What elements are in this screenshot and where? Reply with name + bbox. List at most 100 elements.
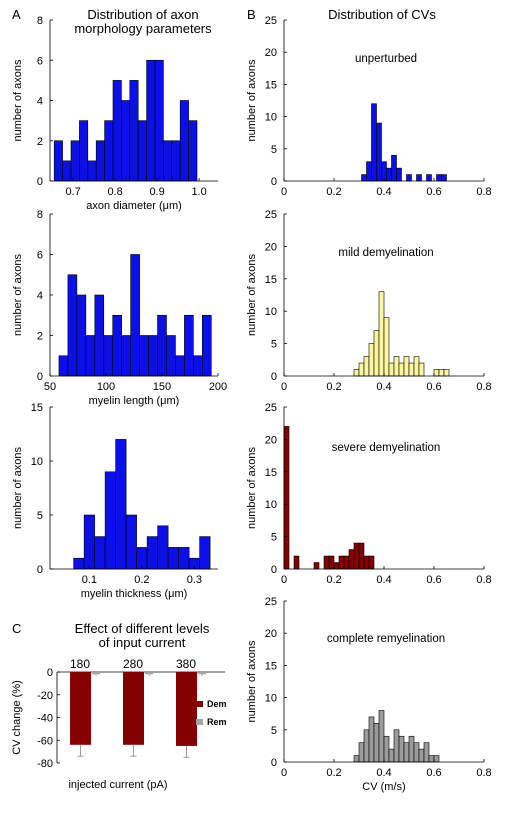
y-axis-label: number of axons — [12, 447, 24, 529]
bar — [427, 175, 432, 181]
y-tick-label: 25 — [265, 402, 277, 414]
y-tick-label: 0 — [37, 371, 43, 383]
bar — [163, 141, 171, 181]
legend-swatch-dem — [196, 701, 203, 707]
bar — [314, 563, 319, 569]
x-tick-label: 200 — [209, 381, 227, 393]
bar — [77, 295, 86, 376]
y-tick-label: 0 — [47, 667, 53, 679]
y-axis-label: number of axons — [246, 640, 258, 722]
bar — [88, 161, 96, 181]
panel-label-b: B — [247, 7, 256, 22]
bar — [404, 743, 409, 762]
x-tick-label: 0.8 — [107, 186, 122, 198]
bar — [131, 255, 140, 377]
bar — [392, 155, 397, 181]
x-tick-label: 0.6 — [426, 767, 441, 779]
bar — [424, 743, 429, 762]
bar — [359, 543, 364, 569]
bar — [294, 556, 299, 569]
y-tick-label: 6 — [37, 55, 43, 67]
y-tick-label: 20 — [265, 47, 277, 59]
legend-swatch-rem — [196, 719, 203, 725]
bar — [372, 104, 377, 181]
bar — [439, 370, 444, 376]
title-c-line2: of input current — [99, 635, 186, 650]
bar — [384, 736, 389, 762]
y-tick-label: 0 — [271, 757, 277, 769]
bar — [193, 356, 202, 376]
bar — [189, 121, 197, 181]
bar — [409, 363, 414, 376]
bar — [200, 537, 211, 569]
x-tick-label: 1.0 — [191, 186, 206, 198]
bar — [414, 743, 419, 762]
x-tick-label: 0.6 — [426, 574, 441, 586]
y-tick-label: 25 — [265, 596, 277, 608]
bar — [367, 162, 372, 181]
x-tick-label: 0.6 — [426, 381, 441, 393]
x-tick-label: 0.1 — [82, 574, 97, 586]
y-tick-label: 20 — [265, 241, 277, 253]
y-tick-label: 6 — [37, 250, 43, 262]
bar — [389, 749, 394, 762]
chart-cv-change: 180 280 380 0 -20 -40 -60 -80 Dem Rem CV change (%… — [11, 657, 227, 791]
bar — [397, 168, 402, 181]
bar — [434, 370, 439, 376]
bar — [437, 175, 442, 181]
bar — [84, 515, 95, 569]
x-tick-label: 0.7 — [65, 186, 80, 198]
bar — [417, 175, 422, 181]
chart-axon-diameter: 0 2 4 6 8 0.7 0.8 0.9 1.0 number of axons axon dia… — [12, 15, 218, 212]
x-tick-label: 0.2 — [326, 186, 341, 198]
bar — [434, 756, 439, 762]
bar — [374, 331, 379, 376]
y-tick-label: 5 — [271, 144, 277, 156]
category-label: 180 — [70, 657, 90, 671]
bar — [329, 556, 334, 569]
bar — [113, 315, 122, 376]
bar — [354, 543, 359, 569]
bar — [168, 547, 179, 569]
chart-myelin-length: 0 2 4 6 8 50 100 150 200 number of axons myelin le… — [12, 209, 227, 407]
bar — [389, 363, 394, 376]
legend-label-rem: Rem — [207, 717, 227, 727]
y-tick-label: 0 — [37, 564, 43, 576]
bar-rem — [92, 672, 100, 674]
bar — [184, 315, 193, 376]
y-tick-label: 0 — [37, 176, 43, 188]
y-tick-label: 5 — [271, 532, 277, 544]
bar — [359, 363, 364, 376]
bar-dem — [123, 672, 144, 745]
chart-cv-mild: 0 5 10 15 20 25 0 0.2 0.4 0.6 0.8 number of axons mi… — [246, 209, 492, 393]
y-tick-label: 4 — [37, 290, 43, 302]
bar — [116, 439, 127, 569]
bar — [202, 315, 211, 376]
x-tick-label: 0.2 — [326, 767, 341, 779]
bar — [166, 336, 175, 377]
y-tick-label: 0 — [271, 176, 277, 188]
title-a-line2: morphology parameters — [74, 21, 212, 36]
category-label: 380 — [176, 657, 196, 671]
bar — [394, 730, 399, 762]
bar — [349, 550, 354, 569]
bar — [429, 756, 434, 762]
y-tick-label: 10 — [265, 112, 277, 124]
bar — [86, 336, 95, 377]
bar — [113, 80, 121, 181]
y-tick-label: 15 — [265, 79, 277, 91]
category-label: 280 — [123, 657, 143, 671]
bar-dem — [176, 672, 197, 746]
bar — [104, 336, 113, 377]
y-axis-label: number of axons — [246, 447, 258, 529]
y-axis-label: number of axons — [246, 254, 258, 336]
bar — [71, 141, 79, 181]
y-axis-label: CV change (%) — [11, 680, 23, 755]
bar — [96, 141, 104, 181]
y-axis-label: number of axons — [246, 59, 258, 141]
panel-label-a: A — [12, 7, 21, 22]
bar — [63, 161, 71, 181]
bar — [105, 472, 116, 569]
y-tick-label: 10 — [265, 693, 277, 705]
